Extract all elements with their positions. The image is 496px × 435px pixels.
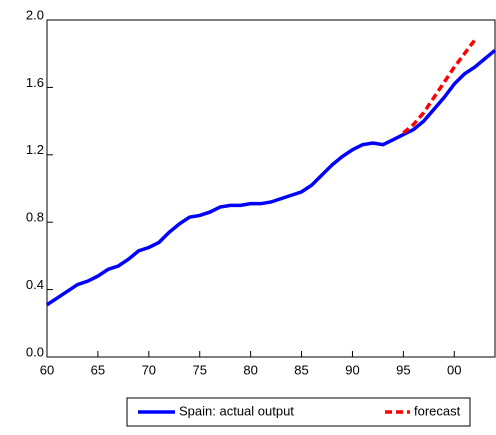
legend-label: forecast (414, 403, 461, 418)
y-tick-label: 0.8 (26, 210, 44, 225)
legend-label: Spain: actual output (179, 403, 294, 418)
x-tick-label: 75 (192, 362, 206, 377)
series-line (46, 48, 496, 307)
x-tick-label: 65 (91, 362, 105, 377)
plot-frame (46, 19, 496, 358)
y-tick-label: 2.0 (26, 7, 44, 22)
series-line (402, 39, 477, 135)
x-tick-label: 60 (40, 362, 54, 377)
y-tick-label: 0.0 (26, 344, 44, 359)
x-tick-label: 80 (243, 362, 257, 377)
y-tick-label: 0.4 (26, 277, 44, 292)
y-tick-label: 1.2 (26, 142, 44, 157)
x-tick-label: 90 (345, 362, 359, 377)
y-tick-label: 1.6 (26, 75, 44, 90)
x-tick-label: 00 (447, 362, 461, 377)
legend-box (126, 397, 471, 427)
x-tick-label: 70 (142, 362, 156, 377)
x-tick-label: 85 (294, 362, 308, 377)
x-tick-label: 95 (396, 362, 410, 377)
